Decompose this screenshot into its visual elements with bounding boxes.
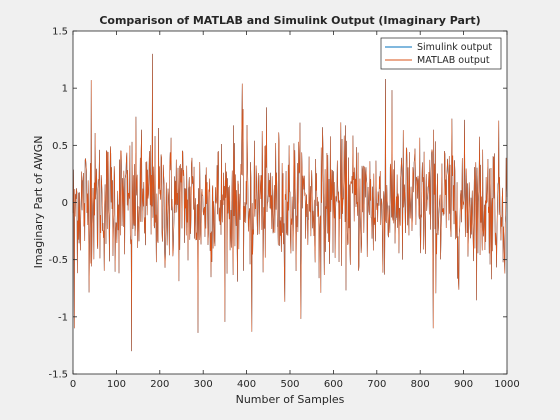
x-tick-label: 100 <box>107 379 126 390</box>
x-tick-label: 700 <box>367 379 386 390</box>
series-line-matlab <box>72 53 508 352</box>
legend-box <box>380 37 502 70</box>
x-axis-label: Number of Samples <box>236 393 345 406</box>
x-ticks: 0 100 200 300 400 500 600 700 800 900 1000 <box>70 31 520 390</box>
x-tick-label: 200 <box>150 379 169 390</box>
y-tick-label: 1.5 <box>52 27 68 38</box>
x-tick-label: 1000 <box>494 379 519 390</box>
x-tick-label: 800 <box>411 379 430 390</box>
chart-title: Comparison of MATLAB and Simulink Output… <box>99 14 480 27</box>
x-tick-label: 600 <box>324 379 343 390</box>
y-ticks: -1.5 -1 -0.5 0 0.5 1 1.5 <box>48 27 507 381</box>
x-tick-label: 0 <box>70 379 76 390</box>
y-tick-label: -1 <box>58 312 68 323</box>
x-tick-label: 500 <box>280 379 299 390</box>
y-tick-label: -0.5 <box>48 255 68 266</box>
x-tick-label: 300 <box>194 379 213 390</box>
x-tick-label: 400 <box>237 379 256 390</box>
y-tick-label: -1.5 <box>48 370 68 381</box>
x-tick-label: 900 <box>454 379 473 390</box>
legend[interactable]: Simulink output MATLAB output <box>380 37 502 70</box>
series-layer <box>72 53 508 352</box>
y-tick-label: 0.5 <box>52 141 68 152</box>
y-tick-label: 0 <box>62 198 68 209</box>
y-tick-label: 1 <box>62 84 68 95</box>
legend-label-matlab: MATLAB output <box>417 55 490 66</box>
legend-label-simulink: Simulink output <box>417 42 492 53</box>
y-axis-label: Imaginary Part of AWGN <box>32 136 45 269</box>
